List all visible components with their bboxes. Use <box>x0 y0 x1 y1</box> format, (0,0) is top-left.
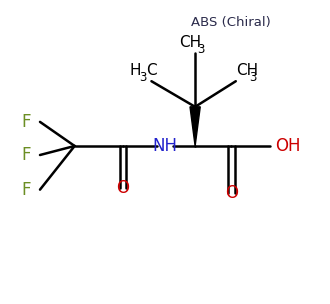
Text: 3: 3 <box>197 43 205 56</box>
Text: F: F <box>21 181 31 199</box>
Text: ABS (Chiral): ABS (Chiral) <box>191 16 271 29</box>
Text: 3: 3 <box>140 71 147 84</box>
Text: OH: OH <box>275 137 300 155</box>
Text: 3: 3 <box>249 71 257 84</box>
Text: CH: CH <box>179 35 201 50</box>
Text: CH: CH <box>236 63 258 78</box>
Text: NH: NH <box>152 137 178 155</box>
Text: C: C <box>146 63 157 78</box>
Text: O: O <box>225 184 238 202</box>
Text: F: F <box>21 113 31 131</box>
Polygon shape <box>190 107 200 146</box>
Text: F: F <box>21 146 31 164</box>
Text: O: O <box>116 179 129 197</box>
Text: H: H <box>129 63 141 78</box>
